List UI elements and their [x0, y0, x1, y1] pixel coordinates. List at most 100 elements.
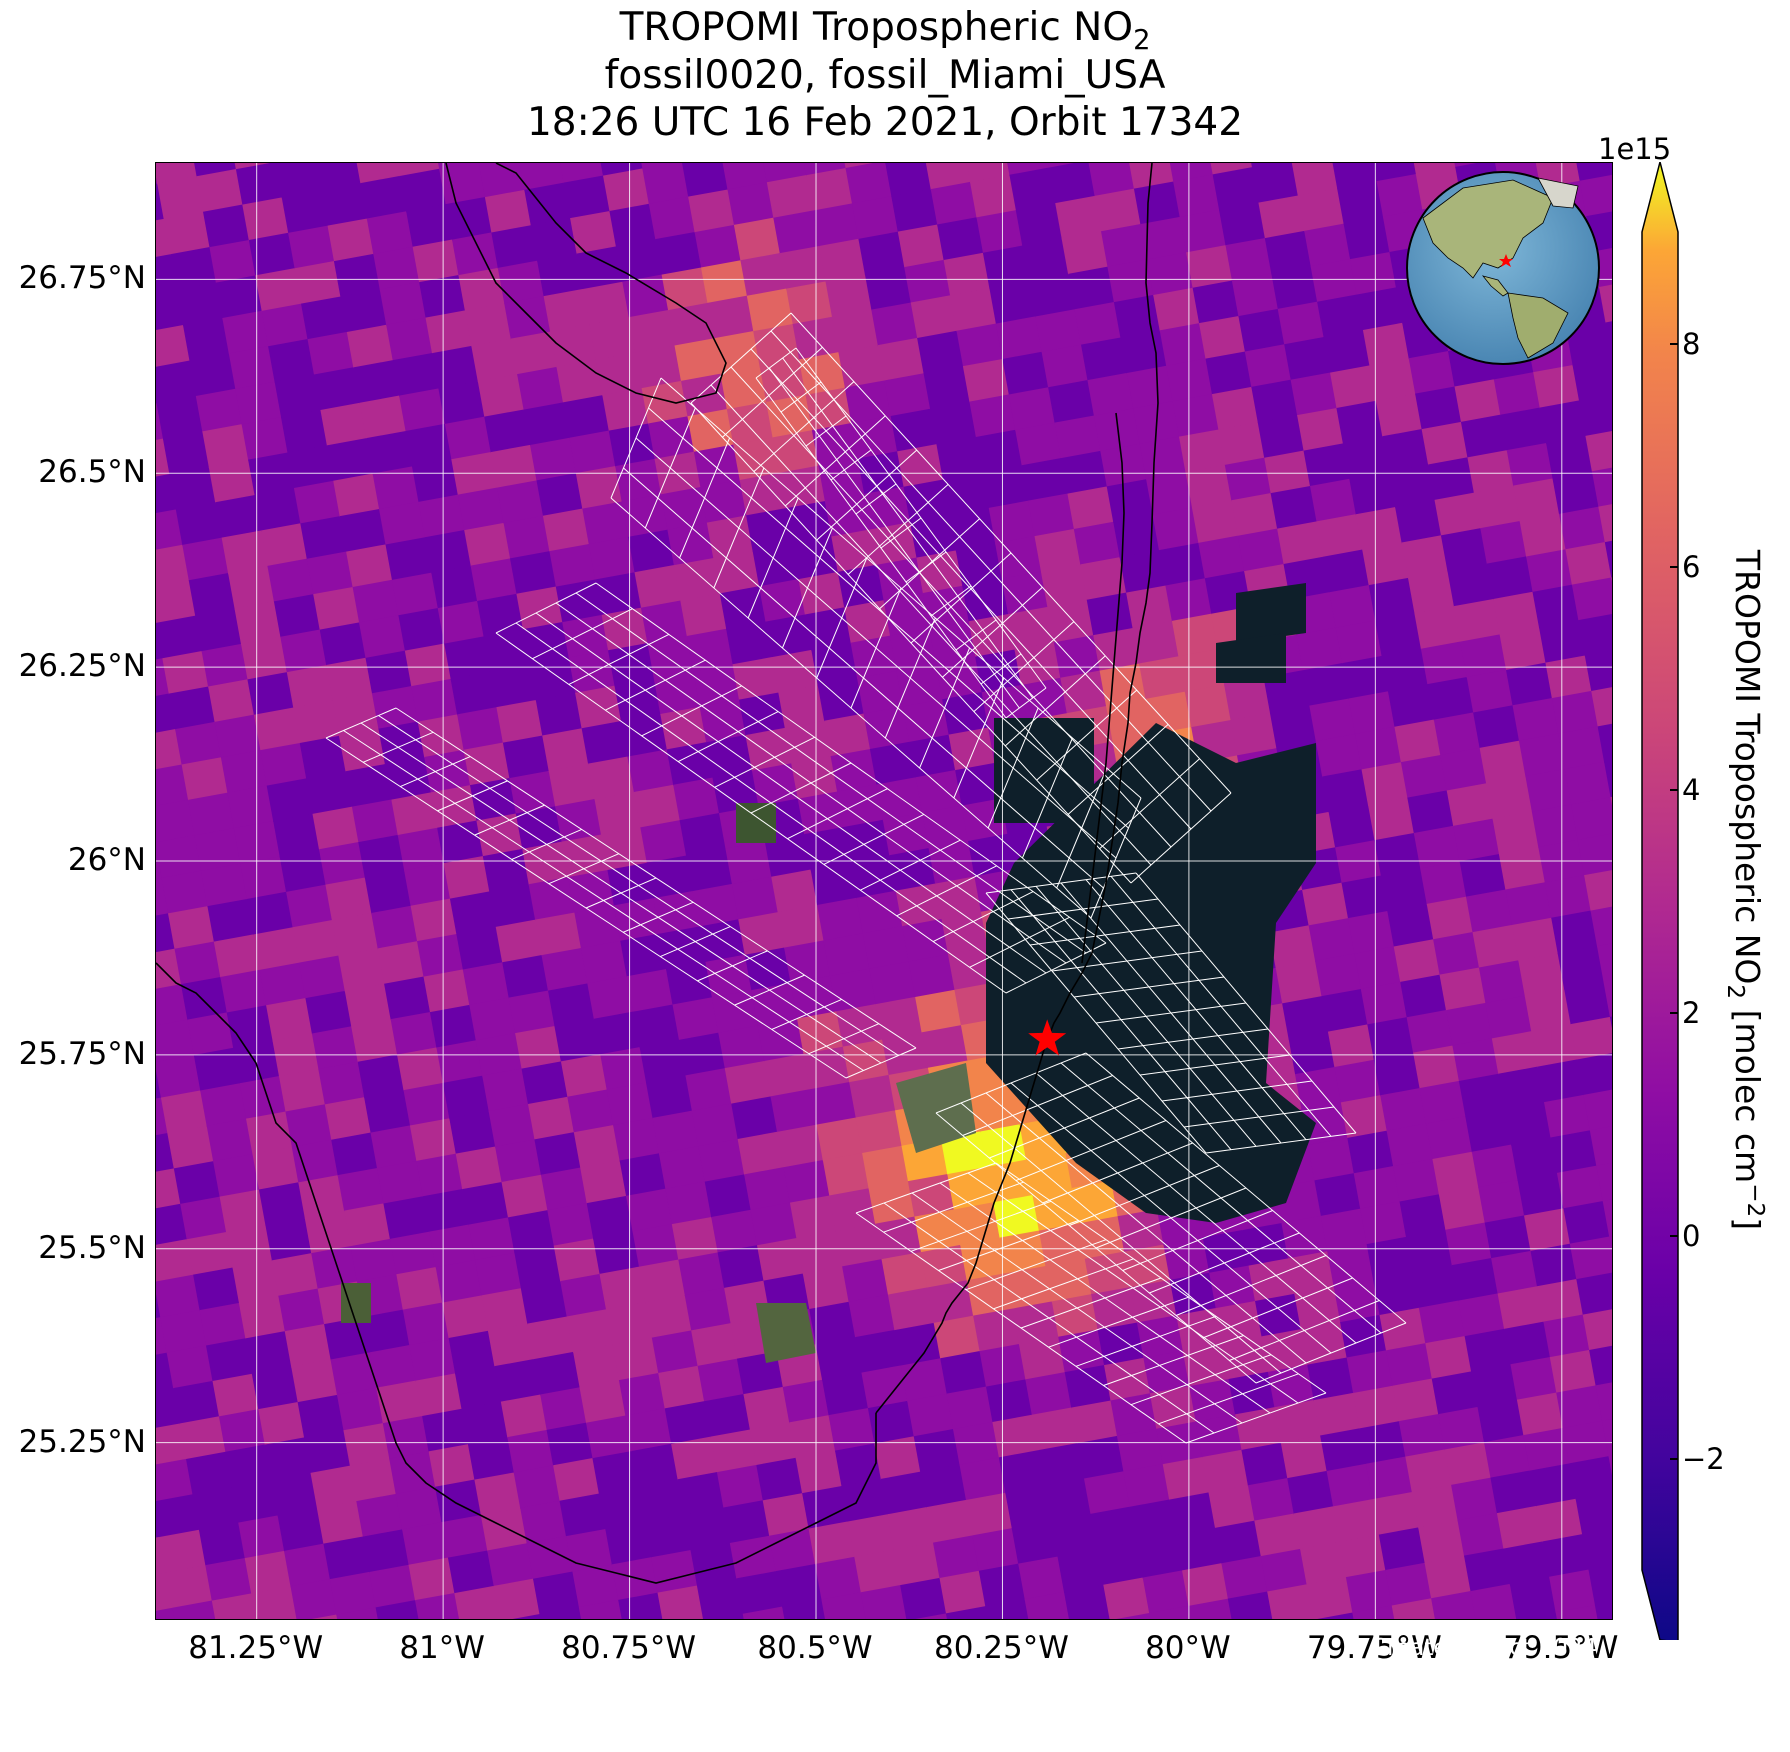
no2-pixel [1231, 273, 1279, 318]
no2-pixel [258, 1401, 306, 1446]
no2-pixel [1212, 167, 1260, 211]
no2-pixel [1047, 599, 1095, 644]
no2-pixel [254, 487, 302, 532]
no2-pixel [471, 338, 519, 383]
no2-pixel [432, 345, 479, 390]
no2-pixel [279, 1068, 326, 1113]
no2-pixel [791, 756, 839, 800]
no2-pixel [959, 1457, 1007, 1501]
no2-pixel [259, 962, 307, 1007]
no2-pixel [721, 163, 768, 191]
no2-pixel [405, 423, 453, 468]
colorbar [1641, 162, 1679, 1640]
no2-pixel [948, 727, 996, 772]
no2-pixel [156, 580, 197, 624]
no2-pixel [777, 904, 825, 949]
no2-pixel [292, 919, 340, 964]
cb-title-prefix: TROPOMI Tropospheric NO [1727, 549, 1767, 985]
no2-pixel [547, 1202, 595, 1247]
swath-grid-line [378, 715, 899, 1056]
no2-pixel [340, 289, 388, 333]
no2-pixel [1388, 684, 1435, 728]
no2-pixel [258, 1182, 306, 1226]
no2-pixel [527, 1316, 575, 1361]
no2-pixel [500, 1394, 548, 1439]
no2-pixel [524, 182, 572, 227]
no2-pixel [680, 593, 728, 637]
no2-pixel [1218, 422, 1266, 466]
colorbar-exponent: 1e15 [1598, 132, 1672, 166]
no2-pixel [1460, 414, 1508, 459]
swath-grid-line [1067, 724, 1169, 815]
no2-pixel [595, 352, 643, 397]
no2-pixel [186, 1451, 233, 1496]
no2-pixel [530, 437, 577, 482]
no2-pixel [370, 1125, 418, 1169]
no2-pixel [782, 1379, 830, 1424]
no2-pixel [543, 288, 591, 333]
no2-pixel [330, 1352, 378, 1396]
no2-pixel [343, 1422, 391, 1467]
no2-pixel [845, 163, 893, 205]
swath-grid-line [750, 762, 852, 814]
no2-pixel [1103, 1577, 1151, 1619]
no2-pixel [1491, 1031, 1539, 1075]
no2-pixel [615, 239, 663, 283]
no2-pixel [1497, 1286, 1545, 1330]
no2-pixel [580, 1160, 628, 1205]
no2-pixel [495, 1139, 543, 1183]
no2-pixel [326, 438, 374, 482]
no2-pixel [436, 1040, 484, 1084]
no2-pixel [1123, 1463, 1171, 1508]
no2-pixel [600, 827, 648, 871]
no2-pixel [900, 1358, 948, 1402]
no2-pixel [719, 586, 767, 630]
no2-pixel [915, 769, 963, 814]
no2-pixel [848, 1294, 896, 1339]
no2-pixel [232, 1260, 280, 1304]
swath-grid-line [755, 347, 797, 379]
no2-pixel [1090, 1506, 1138, 1551]
no2-pixel [876, 777, 924, 821]
no2-pixel [1434, 492, 1482, 537]
no2-pixel [482, 1068, 530, 1113]
no2-pixel [429, 1004, 477, 1049]
no2-pixel [352, 579, 400, 624]
no2-pixel [203, 204, 250, 249]
no2-pixel [824, 493, 872, 538]
no2-pixel [855, 1329, 902, 1374]
no2-pixel [435, 1259, 483, 1304]
no2-pixel [183, 317, 230, 362]
no2-pixel [228, 346, 276, 390]
no2-pixel [377, 1160, 424, 1205]
no2-pixel [1146, 471, 1194, 516]
swath-grid-line [883, 1181, 1024, 1233]
map-panel[interactable] [155, 162, 1613, 1620]
no2-pixel [507, 1210, 555, 1254]
no-data-region [994, 718, 1094, 823]
no2-pixel [632, 1223, 680, 1268]
no2-pixel [1244, 344, 1292, 388]
no2-pixel [973, 1088, 1021, 1133]
no2-pixel [955, 543, 1003, 587]
no2-pixel [783, 1159, 831, 1204]
no2-pixel [406, 204, 454, 248]
no2-pixel [812, 203, 860, 247]
no2-pixel [455, 1366, 502, 1410]
no2-pixel [941, 911, 989, 956]
colorbar-tick-label: 4 [1682, 772, 1701, 807]
swath-grid-line [515, 622, 1027, 984]
no2-pixel [945, 1606, 993, 1619]
no2-pixel [940, 1350, 988, 1395]
no2-pixel [829, 1188, 877, 1232]
no2-pixel [1179, 429, 1226, 474]
no2-pixel [835, 1223, 883, 1268]
no2-pixel [726, 401, 774, 446]
no2-pixel [1215, 1300, 1263, 1345]
no2-pixel [1519, 513, 1567, 558]
no2-pixel [329, 1571, 377, 1616]
no2-pixel [666, 961, 713, 1006]
no2-pixel [280, 629, 328, 674]
no2-pixel [493, 1578, 541, 1619]
no2-pixel [187, 1012, 235, 1056]
